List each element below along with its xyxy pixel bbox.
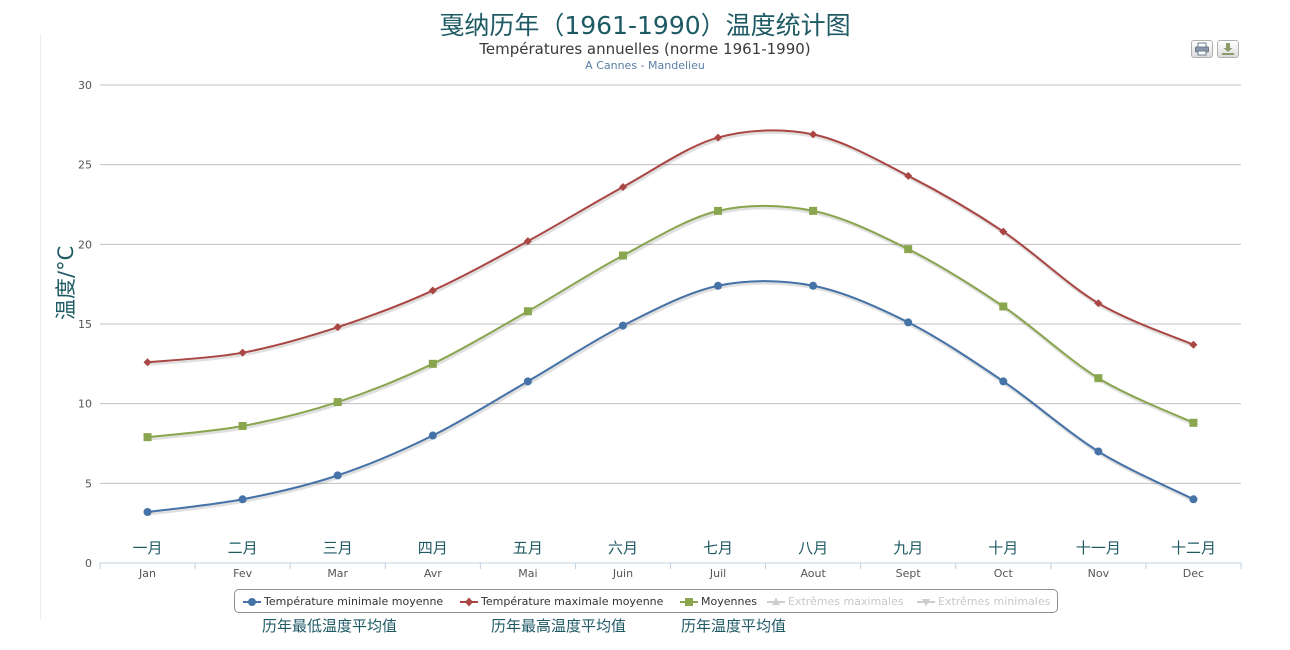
x-tick-label: Oct xyxy=(994,567,1014,580)
series-line-diamond xyxy=(147,129,1194,364)
data-point xyxy=(428,359,437,368)
data-point xyxy=(1094,447,1103,456)
data-point xyxy=(1094,299,1103,308)
data-point xyxy=(1189,418,1198,427)
data-point xyxy=(999,227,1008,236)
data-point xyxy=(523,307,532,316)
legend: Température minimale moyenne Température… xyxy=(234,589,1058,613)
chinese-title: 戛纳历年（1961-1990）温度统计图 xyxy=(439,11,851,40)
data-point xyxy=(333,323,342,332)
x-chinese-label: 十一月 xyxy=(1076,539,1121,557)
data-point xyxy=(238,421,247,430)
legend-item-mean[interactable]: Moyennes xyxy=(680,595,757,608)
data-point xyxy=(714,133,723,142)
series-line-shadow xyxy=(148,129,1196,366)
download-icon xyxy=(1222,43,1234,55)
x-tick-label: Fev xyxy=(233,567,252,580)
legend-label-ext-max: Extrêmes maximales xyxy=(788,595,904,608)
data-point xyxy=(904,171,913,180)
x-chinese-label: 八月 xyxy=(798,539,828,557)
x-chinese-label: 四月 xyxy=(418,539,448,557)
note-max: 历年最高温度平均值 xyxy=(491,617,627,635)
data-point xyxy=(904,318,913,327)
data-point xyxy=(809,281,818,290)
x-chinese-label: 三月 xyxy=(323,539,353,557)
download-button[interactable] xyxy=(1217,40,1239,58)
x-tick-label: Avr xyxy=(424,567,442,580)
x-tick-label: Juil xyxy=(709,567,726,580)
x-tick-label: Sept xyxy=(896,567,922,580)
x-chinese-label: 七月 xyxy=(703,539,733,557)
data-point xyxy=(618,321,627,330)
data-point xyxy=(238,495,247,504)
y-tick-label: 10 xyxy=(78,398,92,411)
y-tick-label: 20 xyxy=(78,238,92,251)
y-tick-label: 30 xyxy=(78,79,92,92)
data-point xyxy=(904,245,913,254)
data-point xyxy=(523,237,532,246)
data-point xyxy=(999,302,1008,311)
data-point xyxy=(1189,340,1198,349)
data-point xyxy=(428,286,437,295)
data-point xyxy=(714,281,723,290)
data-point xyxy=(618,182,627,191)
data-point xyxy=(143,358,152,367)
data-point xyxy=(238,348,247,357)
note-min: 历年最低温度平均值 xyxy=(262,617,398,635)
x-chinese-label: 五月 xyxy=(513,539,543,557)
data-point xyxy=(143,433,152,442)
x-chinese-label: 九月 xyxy=(893,539,923,557)
print-button[interactable] xyxy=(1191,40,1213,58)
legend-item-ext-min[interactable]: Extrêmes minimales xyxy=(917,595,1050,608)
data-point xyxy=(714,206,723,215)
chart-title: Températures annuelles (norme 1961-1990) xyxy=(479,40,811,58)
data-point xyxy=(333,471,342,480)
data-point xyxy=(523,377,532,386)
data-point xyxy=(1094,374,1103,383)
data-point xyxy=(1189,495,1198,504)
legend-label-max: Température maximale moyenne xyxy=(481,595,664,608)
series-line-shadow xyxy=(148,280,1196,516)
x-chinese-label: 十二月 xyxy=(1171,539,1216,557)
legend-item-min[interactable]: Température minimale moyenne xyxy=(243,595,443,608)
data-point xyxy=(809,130,818,139)
print-icon xyxy=(1195,42,1209,56)
x-tick-label: Jan xyxy=(138,567,156,580)
data-point xyxy=(618,251,627,260)
x-tick-label: Mar xyxy=(327,567,348,580)
x-tick-label: Dec xyxy=(1183,567,1204,580)
data-point xyxy=(428,431,437,440)
x-tick-label: Mai xyxy=(518,567,537,580)
legend-item-max[interactable]: Température maximale moyenne xyxy=(460,595,663,608)
y-tick-label: 5 xyxy=(85,477,92,490)
x-chinese-label: 十月 xyxy=(988,539,1018,557)
y-tick-label: 0 xyxy=(85,557,92,570)
legend-item-ext-max[interactable]: Extrêmes maximales xyxy=(767,595,904,608)
x-tick-label: Aout xyxy=(800,567,826,580)
data-point xyxy=(999,377,1008,386)
x-chinese-label: 一月 xyxy=(133,539,163,557)
chart-subtitle: A Cannes - Mandelieu xyxy=(585,59,705,72)
series-line-circle xyxy=(147,280,1194,514)
data-point xyxy=(809,206,818,215)
x-chinese-label: 六月 xyxy=(608,539,638,557)
legend-label-min: Température minimale moyenne xyxy=(264,595,444,608)
data-point xyxy=(143,508,152,517)
x-chinese-label: 二月 xyxy=(228,539,258,557)
x-tick-label: Nov xyxy=(1088,567,1110,580)
series-line-square xyxy=(147,204,1194,439)
y-tick-label: 15 xyxy=(78,318,92,331)
chart-frame-edge xyxy=(40,34,41,620)
x-tick-label: Juin xyxy=(612,567,633,580)
data-point xyxy=(333,398,342,407)
legend-label-ext-min: Extrêmes minimales xyxy=(938,595,1051,608)
legend-label-mean: Moyennes xyxy=(701,595,757,608)
y-tick-label: 25 xyxy=(78,159,92,172)
note-mean: 历年温度平均值 xyxy=(681,617,787,635)
